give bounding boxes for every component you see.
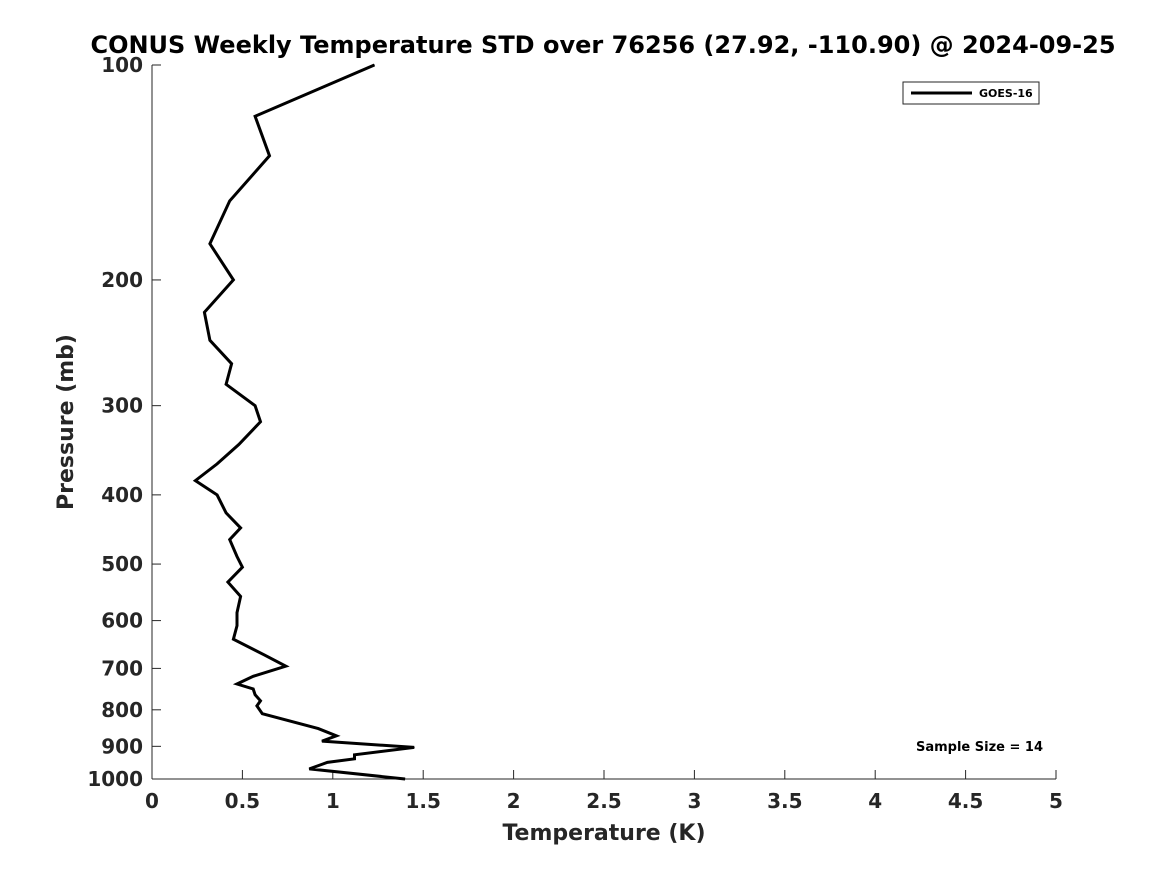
data-point <box>203 311 205 313</box>
data-point <box>232 279 234 281</box>
plot-background <box>152 65 1056 779</box>
data-point <box>260 421 261 423</box>
series-layer <box>192 63 415 781</box>
x-tick-label: 4.5 <box>948 789 983 813</box>
data-point <box>373 64 375 66</box>
x-tick-label: 3.5 <box>767 789 802 813</box>
data-point <box>209 243 211 245</box>
data-point <box>256 705 258 707</box>
x-tick-label: 1.5 <box>405 789 440 813</box>
y-tick-label: 800 <box>101 698 143 722</box>
data-point <box>285 665 287 667</box>
data-point <box>227 581 229 583</box>
data-point <box>261 713 263 715</box>
data-point <box>252 675 254 677</box>
data-point <box>252 688 254 690</box>
data-point <box>209 339 211 341</box>
data-point <box>236 612 238 614</box>
data-point <box>236 683 238 685</box>
x-tick-label: 1 <box>326 789 340 813</box>
y-tick-label: 300 <box>101 394 143 418</box>
x-tick-label: 0.5 <box>225 789 260 813</box>
data-point <box>216 494 218 496</box>
x-axis-ticks: 0 0.5 1 1.5 2 2.5 3 3.5 4 4.5 5 <box>145 770 1063 813</box>
data-point <box>308 768 310 770</box>
data-point <box>254 115 256 117</box>
data-point <box>321 740 323 742</box>
data-point <box>232 638 234 640</box>
data-point <box>225 383 227 385</box>
data-point <box>263 654 265 656</box>
y-axis-ticks: 100 200 300 400 500 600 700 800 900 1000 <box>87 53 161 791</box>
x-tick-label: 0 <box>145 789 159 813</box>
sample-size-annotation: Sample Size = 14 <box>916 740 1043 755</box>
data-point <box>236 556 238 557</box>
data-point <box>229 539 231 541</box>
data-point <box>254 405 256 407</box>
data-point <box>231 363 233 365</box>
data-point <box>240 527 242 529</box>
data-point <box>413 746 415 748</box>
data-point <box>354 754 355 756</box>
chart-title: CONUS Weekly Temperature STD over 76256 … <box>90 31 1115 59</box>
data-point <box>216 463 218 465</box>
x-tick-label: 4 <box>868 789 882 813</box>
data-point <box>326 761 328 763</box>
legend: GOES-16 <box>902 81 1040 105</box>
data-point <box>238 444 240 445</box>
x-tick-label: 5 <box>1049 789 1063 813</box>
x-axis-title: Temperature (K) <box>502 821 705 846</box>
y-tick-label: 500 <box>101 552 143 576</box>
plot-area <box>151 65 1056 780</box>
y-tick-label: 1000 <box>87 767 143 791</box>
y-tick-label: 400 <box>101 483 143 507</box>
x-tick-label: 2 <box>507 789 521 813</box>
data-point <box>225 512 227 514</box>
x-tick-label: 3 <box>687 789 701 813</box>
data-point <box>354 758 355 760</box>
data-point <box>317 728 319 730</box>
data-point <box>335 735 337 737</box>
data-point <box>241 566 243 568</box>
data-point <box>404 778 406 780</box>
x-tick-label: 2.5 <box>586 789 621 813</box>
data-point <box>194 480 196 482</box>
y-tick-label: 600 <box>101 609 143 633</box>
y-tick-label: 200 <box>101 268 143 292</box>
y-tick-label: 900 <box>101 734 143 758</box>
data-point <box>269 155 270 157</box>
data-point <box>229 200 231 202</box>
data-point <box>240 595 242 597</box>
data-point <box>260 700 261 702</box>
legend-label-goes-16: GOES-16 <box>979 87 1033 100</box>
data-point <box>254 694 256 696</box>
series-line-goes-16 <box>192 63 415 781</box>
y-tick-label: 700 <box>101 656 143 680</box>
y-tick-label: 100 <box>101 53 143 77</box>
data-point <box>236 625 238 627</box>
y-axis-title: Pressure (mb) <box>54 334 79 510</box>
